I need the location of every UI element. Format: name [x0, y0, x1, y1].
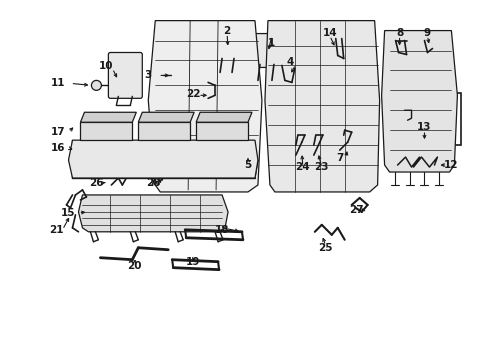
- Polygon shape: [138, 112, 194, 122]
- FancyBboxPatch shape: [213, 33, 244, 62]
- Text: 4: 4: [285, 58, 293, 67]
- Text: 9: 9: [423, 28, 430, 37]
- FancyBboxPatch shape: [108, 53, 142, 98]
- Text: 24: 24: [295, 162, 309, 172]
- Text: 10: 10: [99, 62, 113, 71]
- Polygon shape: [81, 112, 136, 122]
- Text: 6: 6: [201, 118, 208, 128]
- Text: 25: 25: [318, 243, 332, 253]
- Text: 20: 20: [127, 261, 141, 271]
- Text: 8: 8: [395, 28, 403, 37]
- Circle shape: [171, 71, 179, 80]
- Polygon shape: [148, 21, 262, 192]
- Circle shape: [426, 120, 436, 130]
- Text: 22: 22: [185, 89, 200, 99]
- Polygon shape: [381, 31, 456, 172]
- Text: 23: 23: [314, 162, 328, 172]
- Text: 15: 15: [61, 208, 76, 218]
- Text: 13: 13: [416, 122, 431, 132]
- Text: 21: 21: [49, 225, 63, 235]
- Text: 19: 19: [185, 257, 200, 267]
- Bar: [393, 93, 461, 145]
- Text: 16: 16: [51, 143, 66, 153]
- Polygon shape: [78, 195, 227, 232]
- Polygon shape: [68, 140, 258, 178]
- Polygon shape: [81, 122, 132, 140]
- Circle shape: [91, 80, 101, 90]
- Text: 12: 12: [443, 160, 458, 170]
- Text: 11: 11: [51, 78, 66, 88]
- Text: 2: 2: [223, 26, 230, 36]
- FancyBboxPatch shape: [248, 33, 286, 67]
- Polygon shape: [196, 112, 251, 122]
- Text: 18: 18: [214, 225, 229, 235]
- Text: 17: 17: [51, 127, 66, 137]
- Polygon shape: [138, 122, 190, 140]
- Text: 26: 26: [89, 178, 103, 188]
- Polygon shape: [196, 122, 247, 140]
- Text: 14: 14: [322, 28, 336, 37]
- Text: 28: 28: [146, 178, 160, 188]
- Text: 7: 7: [335, 153, 343, 163]
- Text: 27: 27: [348, 205, 363, 215]
- Text: 3: 3: [144, 71, 152, 80]
- Text: 5: 5: [244, 160, 251, 170]
- Text: 1: 1: [268, 37, 275, 48]
- Polygon shape: [264, 21, 379, 192]
